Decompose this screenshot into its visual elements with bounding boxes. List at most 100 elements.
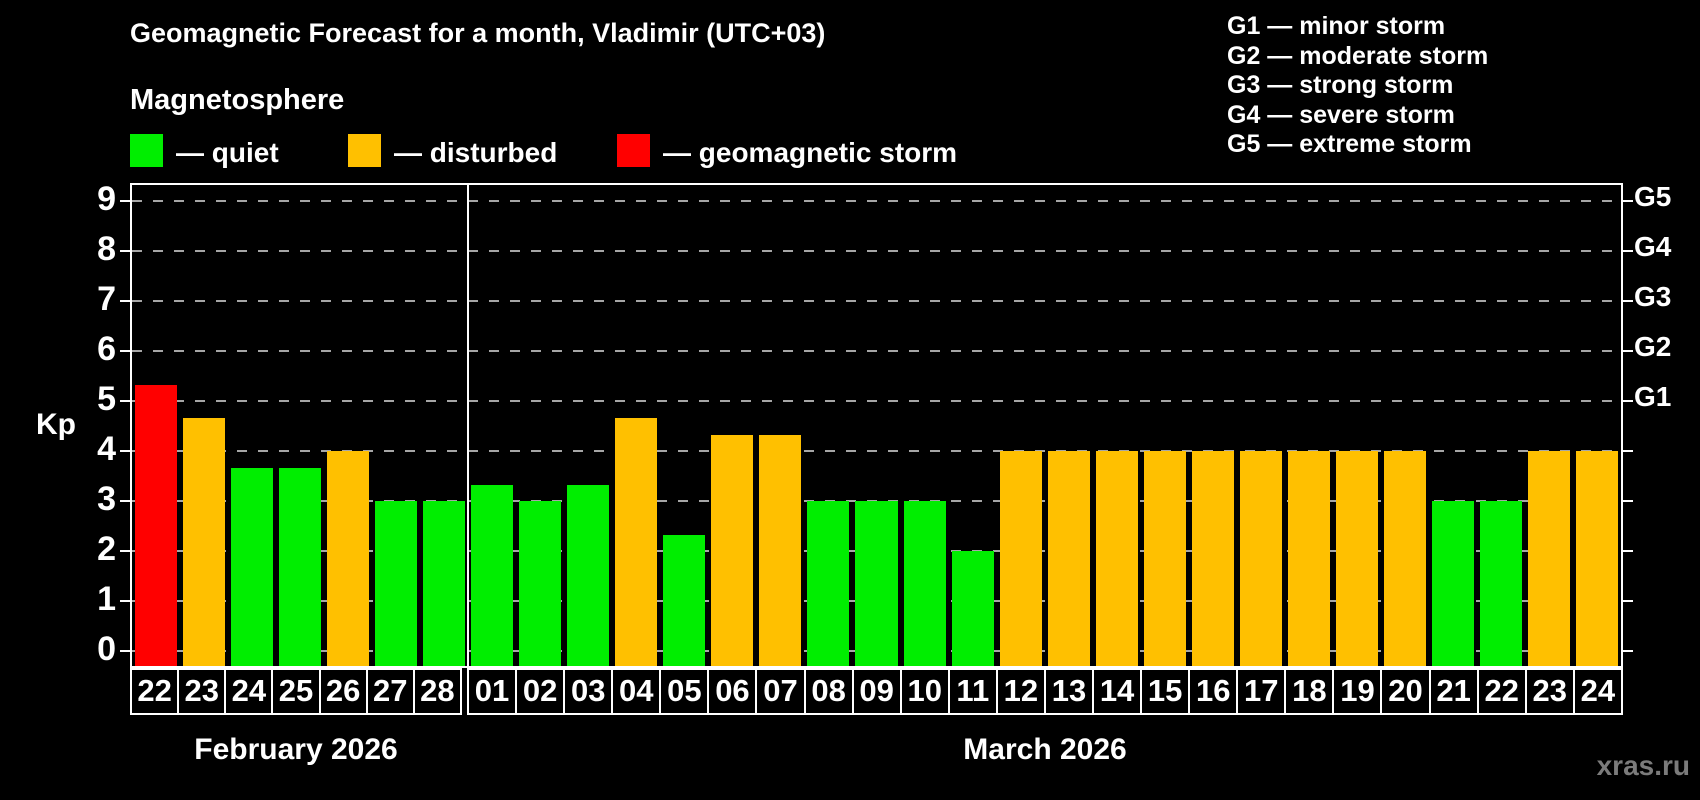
kp-bar [375, 501, 418, 666]
y-axis-tick [1623, 350, 1633, 352]
date-cell: 25 [273, 670, 321, 713]
y-axis-tick [1623, 400, 1633, 402]
kp-bar [807, 501, 850, 666]
kp-bar [279, 467, 322, 666]
y-axis-tick [120, 650, 130, 652]
date-cell: 28 [420, 673, 455, 708]
legend-quiet-label: — quiet [176, 137, 279, 168]
month-label-february: February 2026 [194, 733, 398, 766]
y-axis-tick [120, 450, 130, 452]
date-axis: 01 02 03 04 05 06 07 08 09 10 11 12 13 14 15 16 17 18 19 20… [467, 668, 1623, 715]
date-cell: 09 [854, 670, 902, 713]
kp-bar [1575, 451, 1618, 666]
legend-disturbed-label: — disturbed [394, 137, 558, 168]
date-cell: 26 [321, 670, 368, 713]
kp-bar [519, 501, 562, 666]
y-axis-tick [1623, 500, 1633, 502]
g-scale-label: G1 [1634, 381, 1672, 412]
kp-bar [327, 451, 370, 666]
y-axis-tick-label: 2 [97, 530, 116, 568]
date-cell: 27 [368, 670, 415, 713]
y-axis-tick-label: 8 [97, 230, 116, 268]
date-cell: 17 [1238, 670, 1287, 713]
y-axis-tick [1623, 650, 1633, 652]
kp-bar [1479, 501, 1522, 666]
date-cell: 08 [806, 670, 854, 713]
date-cell: 24 [226, 670, 274, 713]
y-axis-title: Kp [36, 408, 76, 441]
y-axis-tick-label: 4 [97, 430, 116, 468]
g-scale-label: G5 [1634, 181, 1672, 212]
date-cell: 14 [1094, 670, 1143, 713]
gridline [132, 400, 1621, 402]
kp-bar [759, 434, 802, 666]
date-cell: 10 [902, 670, 950, 713]
y-axis-tick-label: 5 [97, 380, 116, 418]
kp-bar [999, 451, 1042, 666]
date-cell: 16 [1190, 670, 1239, 713]
storm-scale-line: G1 — minor storm [1227, 12, 1446, 40]
kp-bar [1335, 451, 1378, 666]
y-axis-tick [120, 250, 130, 252]
date-cell: 06 [709, 670, 758, 713]
date-cell: 03 [565, 670, 614, 713]
date-cell: 05 [661, 670, 710, 713]
date-cell: 23 [1527, 670, 1575, 713]
y-axis-tick-label: 0 [97, 630, 116, 668]
kp-bar [231, 467, 274, 666]
kp-bar [1047, 451, 1090, 666]
y-axis-tick-label: 9 [97, 180, 116, 218]
date-cell: 21 [1431, 670, 1479, 713]
date-cell: 18 [1286, 670, 1335, 713]
y-axis-tick-label: 3 [97, 480, 116, 518]
kp-bar [903, 501, 946, 666]
y-axis-tick [1623, 300, 1633, 302]
kp-bar [567, 484, 610, 666]
y-axis-tick [1623, 200, 1633, 202]
gridline [132, 350, 1621, 352]
kp-bar [1527, 451, 1570, 666]
date-cell: 07 [757, 670, 806, 713]
kp-bar [1143, 451, 1186, 666]
date-axis: 22 23 24 25 26 27 28 [130, 668, 462, 715]
gridline [132, 250, 1621, 252]
date-cell: 24 [1580, 673, 1616, 708]
y-axis-tick [120, 500, 130, 502]
kp-bar [1431, 501, 1474, 666]
date-cell: 02 [517, 670, 566, 713]
legend-storm-label: — geomagnetic storm [663, 137, 958, 168]
y-axis-tick [120, 300, 130, 302]
kp-bar [615, 417, 658, 666]
kp-bar [711, 434, 754, 666]
kp-bar [423, 501, 466, 666]
date-cell: 01 [469, 670, 518, 713]
g-scale-label: G4 [1634, 231, 1672, 262]
y-axis-tick [120, 200, 130, 202]
date-cell: 19 [1334, 670, 1383, 713]
date-cell: 11 [950, 670, 998, 713]
y-axis-tick-label: 6 [97, 330, 116, 368]
gridline [132, 200, 1621, 202]
chart-subtitle: Magnetosphere [130, 84, 345, 116]
g-scale-label: G3 [1634, 281, 1672, 312]
plot-area: 0 1 2 3 4 5 6 7 8 9 G1 G2 G3 G4 G5 [97, 180, 1671, 668]
date-cell: 15 [1142, 670, 1191, 713]
disturbed-swatch-icon [348, 134, 381, 167]
kp-bar [663, 534, 706, 666]
storm-scale-line: G3 — strong storm [1227, 71, 1454, 99]
y-axis-tick-label: 7 [97, 280, 116, 318]
date-cell: 23 [179, 670, 227, 713]
watermark: xras.ru [1596, 750, 1690, 781]
y-axis-tick [1623, 250, 1633, 252]
g-scale-label: G2 [1634, 331, 1672, 362]
kp-bar [135, 384, 178, 666]
date-cell: 20 [1382, 670, 1431, 713]
date-cell: 12 [998, 670, 1046, 713]
kp-bar [855, 501, 898, 666]
kp-bar [951, 551, 994, 666]
kp-bar [1095, 451, 1138, 666]
y-axis-tick [120, 350, 130, 352]
storm-scale-line: G2 — moderate storm [1227, 41, 1489, 70]
kp-bar [1287, 451, 1330, 666]
